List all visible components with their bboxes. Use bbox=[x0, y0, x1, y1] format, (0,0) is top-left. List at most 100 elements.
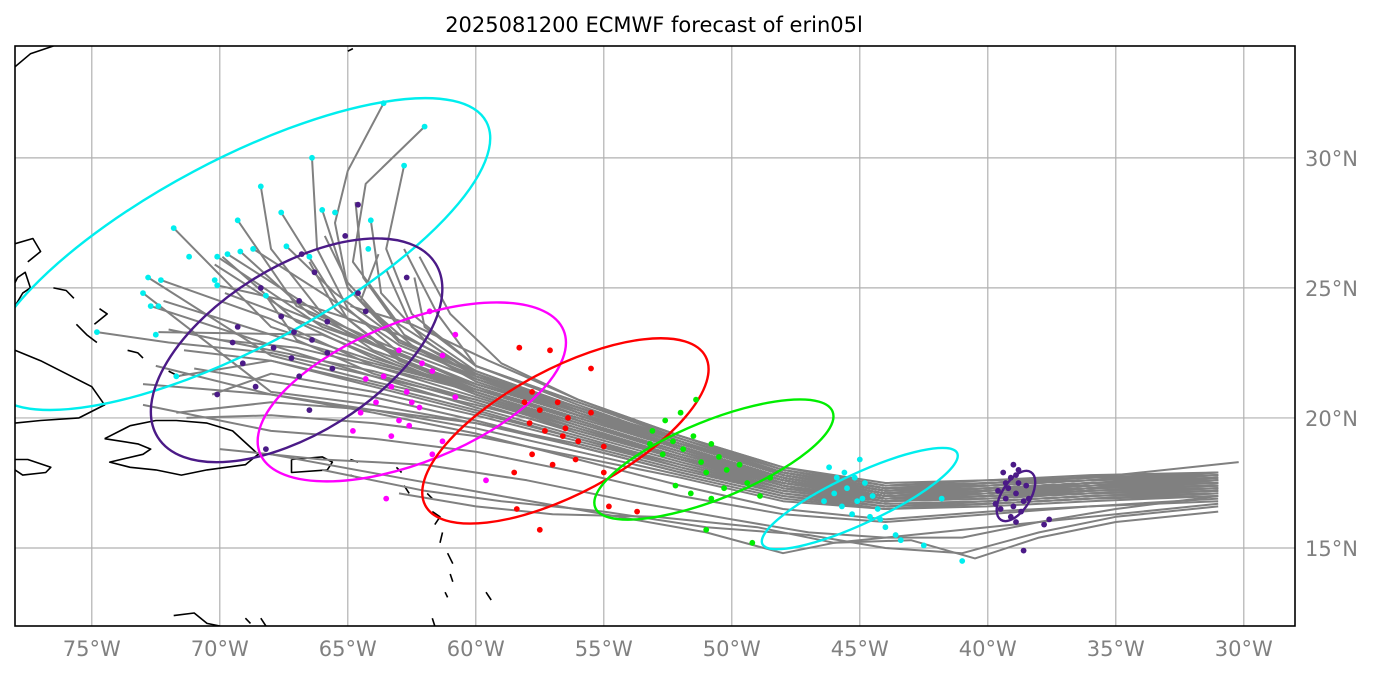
forecast-position-point bbox=[698, 459, 704, 465]
coastline bbox=[93, 308, 108, 325]
forecast-position-point bbox=[575, 438, 582, 445]
forecast-position-point bbox=[672, 482, 679, 489]
forecast-position-point bbox=[516, 344, 523, 351]
forecast-position-point bbox=[270, 344, 277, 351]
forecast-position-point bbox=[383, 495, 390, 502]
coastline bbox=[173, 612, 220, 626]
forecast-position-point bbox=[897, 537, 904, 544]
forecast-position-point bbox=[606, 503, 612, 510]
coastline bbox=[449, 573, 454, 583]
coastline bbox=[127, 349, 144, 359]
forecast-position-point bbox=[588, 365, 594, 372]
forecast-position-point bbox=[263, 292, 269, 299]
forecast-position-point bbox=[403, 274, 410, 281]
forecast-position-point bbox=[851, 474, 858, 481]
forecast-position-point bbox=[252, 383, 259, 390]
forecast-position-point bbox=[324, 318, 331, 325]
forecast-position-point bbox=[214, 282, 221, 289]
forecast-position-point bbox=[311, 269, 318, 276]
forecast-position-point bbox=[147, 303, 154, 309]
forecast-position-point bbox=[708, 495, 715, 502]
forecast-position-point bbox=[708, 441, 715, 447]
forecast-position-point bbox=[1010, 503, 1017, 510]
forecast-position-point bbox=[373, 399, 379, 406]
forecast-position-point bbox=[511, 469, 518, 476]
forecast-position-point bbox=[362, 376, 369, 382]
coastline bbox=[260, 617, 267, 626]
forecast-position-point bbox=[992, 500, 999, 507]
forecast-position-point bbox=[365, 246, 372, 252]
map-background bbox=[15, 46, 1295, 626]
forecast-position-point bbox=[250, 246, 256, 252]
forecast-position-point bbox=[170, 225, 177, 232]
forecast-position-point bbox=[547, 347, 553, 354]
forecast-position-point bbox=[677, 409, 684, 416]
forecast-position-point bbox=[634, 508, 640, 515]
forecast-position-point bbox=[938, 495, 945, 502]
forecast-position-point bbox=[554, 399, 561, 406]
forecast-position-point bbox=[296, 298, 303, 304]
ensemble-track bbox=[418, 256, 1219, 487]
forecast-position-point bbox=[757, 493, 763, 499]
forecast-position-point bbox=[549, 461, 556, 468]
forecast-position-point bbox=[844, 485, 850, 492]
forecast-position-point bbox=[559, 433, 566, 439]
ensemble-track bbox=[163, 299, 1219, 497]
forecast-position-point bbox=[995, 487, 1001, 494]
lon-tick-label: 60°W bbox=[447, 637, 505, 661]
forecast-position-point bbox=[833, 474, 840, 481]
coastline bbox=[439, 532, 444, 543]
forecast-position-point bbox=[588, 409, 594, 416]
coastline bbox=[15, 271, 32, 307]
forecast-position-point bbox=[355, 201, 361, 208]
forecast-position-point bbox=[306, 407, 313, 413]
forecast-position-point bbox=[1018, 508, 1024, 515]
forecast-position-point bbox=[186, 253, 193, 260]
forecast-position-point bbox=[1020, 547, 1027, 554]
forecast-position-point bbox=[396, 347, 402, 354]
uncertainty-ellipse bbox=[149, 237, 444, 464]
forecast-position-point bbox=[239, 360, 246, 367]
forecast-position-point bbox=[542, 428, 548, 434]
forecast-position-point bbox=[997, 506, 1004, 512]
coastline bbox=[244, 617, 252, 624]
longitude-tick-labels: 75°W 70°W 65°W 60°W 55°W 50°W 45°W 40°W 35°W 30°W bbox=[63, 637, 1273, 661]
gridlines bbox=[15, 46, 1295, 626]
forecast-position-point bbox=[309, 154, 315, 161]
uncertainty-ellipses bbox=[15, 96, 1037, 551]
coastline bbox=[104, 419, 259, 476]
forecast-position-point bbox=[416, 404, 423, 411]
forecast-position-point bbox=[329, 365, 336, 372]
forecast-position-point bbox=[1000, 469, 1007, 476]
forecast-position-point bbox=[396, 417, 402, 424]
forecast-position-point bbox=[426, 308, 433, 315]
forecast-position-point bbox=[357, 409, 364, 416]
lon-tick-label: 35°W bbox=[1087, 637, 1145, 661]
forecast-position-point bbox=[367, 217, 374, 224]
forecast-position-point bbox=[278, 209, 285, 216]
forecast-position-point bbox=[529, 389, 535, 395]
forecast-position-point bbox=[1020, 498, 1027, 505]
forecast-position-point bbox=[849, 511, 855, 518]
forecast-position-point bbox=[1007, 513, 1014, 520]
forecast-position-point bbox=[452, 394, 459, 400]
coastline bbox=[15, 46, 54, 68]
forecast-position-point bbox=[278, 313, 285, 320]
forecast-position-point bbox=[140, 290, 146, 296]
forecast-position-point bbox=[693, 396, 699, 403]
forecast-position-point bbox=[831, 490, 838, 497]
coastline bbox=[15, 349, 106, 424]
forecast-position-point bbox=[562, 425, 569, 432]
forecast-position-point bbox=[723, 467, 730, 473]
forecast-position-point bbox=[703, 526, 710, 533]
forecast-position-point bbox=[152, 331, 159, 338]
forecast-position-point bbox=[1013, 490, 1019, 497]
forecast-position-point bbox=[214, 391, 221, 398]
ensemble-track bbox=[323, 235, 1219, 495]
coastline bbox=[431, 617, 436, 626]
forecast-position-point bbox=[749, 539, 756, 546]
forecast-position-point bbox=[767, 474, 774, 481]
forecast-points bbox=[94, 100, 1053, 564]
forecast-position-point bbox=[229, 339, 236, 346]
